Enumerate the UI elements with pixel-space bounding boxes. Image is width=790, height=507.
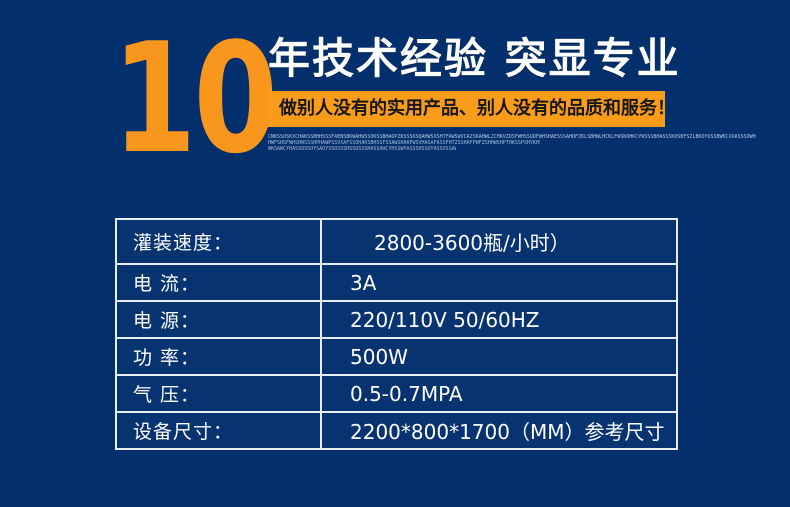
spec-label: 电 源： (115, 300, 322, 339)
table-row: 电 流： 3A (115, 263, 678, 302)
fine-print-line: HWFSHSFWHSHWSSSHPHAWPSSVXAFSSOHAKSBHSSFS… (268, 140, 540, 146)
spec-label: 气 压： (115, 374, 322, 413)
fine-print-line: WKSAWCYHASSOSSOYSAOYSSOSSSHSSOSSSHASSAWC… (268, 146, 456, 152)
fine-print: CNKSSOSKXCHAKSSBHHSSSFAENSBKWAHWSSOKSSBH… (268, 134, 756, 152)
hero-title: 年技术经验 突显专业 (268, 34, 681, 83)
table-row: 电 源： 220/110V 50/60HZ (115, 300, 678, 339)
spec-value: 2200*800*1700（MM）参考尺寸 (320, 411, 678, 450)
spec-label: 功 率： (115, 337, 322, 376)
hero-ribbon: 做别人没有的实用产品、别人没有的品质和服务！ (268, 91, 665, 127)
spec-value: 500W (320, 337, 678, 376)
spec-table: 灌装速度： 2800-3600瓶/小时） 电 流： 3A 电 源： 220/11… (115, 218, 678, 450)
spec-label: 灌装速度： (115, 218, 322, 265)
spec-value: 3A (320, 263, 678, 302)
fine-print-line: CNKSSOSKXCHAKSSBHHSSSFAENSBKWAHWSSOKSSBH… (268, 134, 756, 140)
table-row: 功 率： 500W (115, 337, 678, 376)
spec-value: 2800-3600瓶/小时） (320, 218, 678, 265)
years-number: 10 (112, 10, 278, 187)
spec-value: 0.5-0.7MPA (320, 374, 678, 413)
table-row: 灌装速度： 2800-3600瓶/小时） (115, 218, 678, 265)
spec-label: 设备尺寸： (115, 411, 322, 450)
table-row: 设备尺寸： 2200*800*1700（MM）参考尺寸 (115, 411, 678, 450)
spec-label: 电 流： (115, 263, 322, 302)
spec-value: 220/110V 50/60HZ (320, 300, 678, 339)
table-row: 气 压： 0.5-0.7MPA (115, 374, 678, 413)
